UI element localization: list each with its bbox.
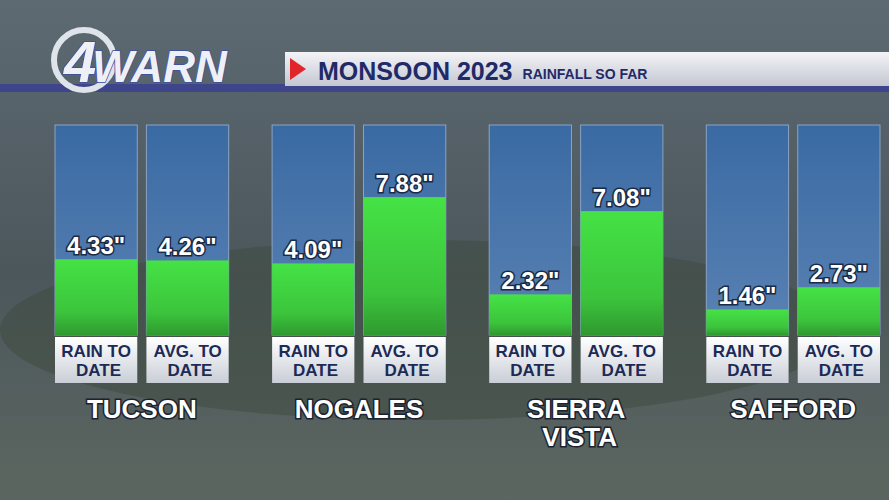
data-label: 7.88" [376, 170, 434, 197]
panels [55, 125, 880, 335]
data-label: 1.46" [718, 282, 776, 309]
bar [272, 263, 354, 335]
bars [55, 197, 880, 335]
panel [364, 125, 446, 335]
panel [146, 125, 228, 335]
series-label: RAIN TO DATE [278, 342, 348, 380]
bar [55, 259, 137, 335]
category-label: SIERRA VISTA [527, 394, 625, 452]
series-label-box [581, 337, 663, 383]
data-label: 4.26" [159, 233, 217, 260]
series-label: AVG. TO DATE [588, 342, 656, 380]
background [0, 0, 889, 500]
data-label: 2.73" [810, 260, 868, 287]
subtitle: RAINFALL SO FAR [523, 66, 648, 82]
series-label: RAIN TO DATE [61, 342, 131, 380]
series-label-box [55, 337, 137, 383]
panel [581, 125, 663, 335]
title-bar [285, 52, 889, 86]
header: 4WARN MONSOON 2023 RAINFALL SO FAR [0, 29, 889, 94]
chart: 4WARN MONSOON 2023 RAINFALL SO FAR 4.33" 4.0… [0, 0, 889, 500]
category-label: NOGALES [295, 394, 424, 424]
series-label: RAIN TO DATE [713, 342, 783, 380]
labels: 4.33" 4.09" 2.32" 1.46" 4.26" 7.88" 7.08" 2.73"… [55, 170, 880, 452]
series-label: AVG. TO DATE [370, 342, 438, 380]
series-label-box [706, 337, 788, 383]
panel [798, 125, 880, 335]
series-label-box [798, 337, 880, 383]
series-label-box [272, 337, 354, 383]
logo: 4WARN [63, 29, 228, 94]
panel [272, 125, 354, 335]
category-label: SAFFORD [730, 394, 856, 424]
panel [55, 125, 137, 335]
bar [364, 197, 446, 335]
series-label-box [489, 337, 571, 383]
bar [798, 287, 880, 335]
bar [581, 211, 663, 335]
title: MONSOON 2023 [318, 57, 513, 85]
series-label: AVG. TO DATE [153, 342, 221, 380]
series-label-box [146, 337, 228, 383]
bar [146, 260, 228, 335]
panel [706, 125, 788, 335]
panel [489, 125, 571, 335]
data-label: 7.08" [593, 184, 651, 211]
data-label: 4.09" [284, 236, 342, 263]
series-label-box [364, 337, 446, 383]
logo-arrow [290, 58, 306, 80]
series-label: AVG. TO DATE [805, 342, 873, 380]
series-label: RAIN TO DATE [496, 342, 566, 380]
category-label: TUCSON [87, 394, 197, 424]
data-label: 2.32" [501, 267, 559, 294]
data-label: 4.33" [67, 232, 125, 259]
bar [489, 294, 571, 335]
bar [706, 309, 788, 335]
